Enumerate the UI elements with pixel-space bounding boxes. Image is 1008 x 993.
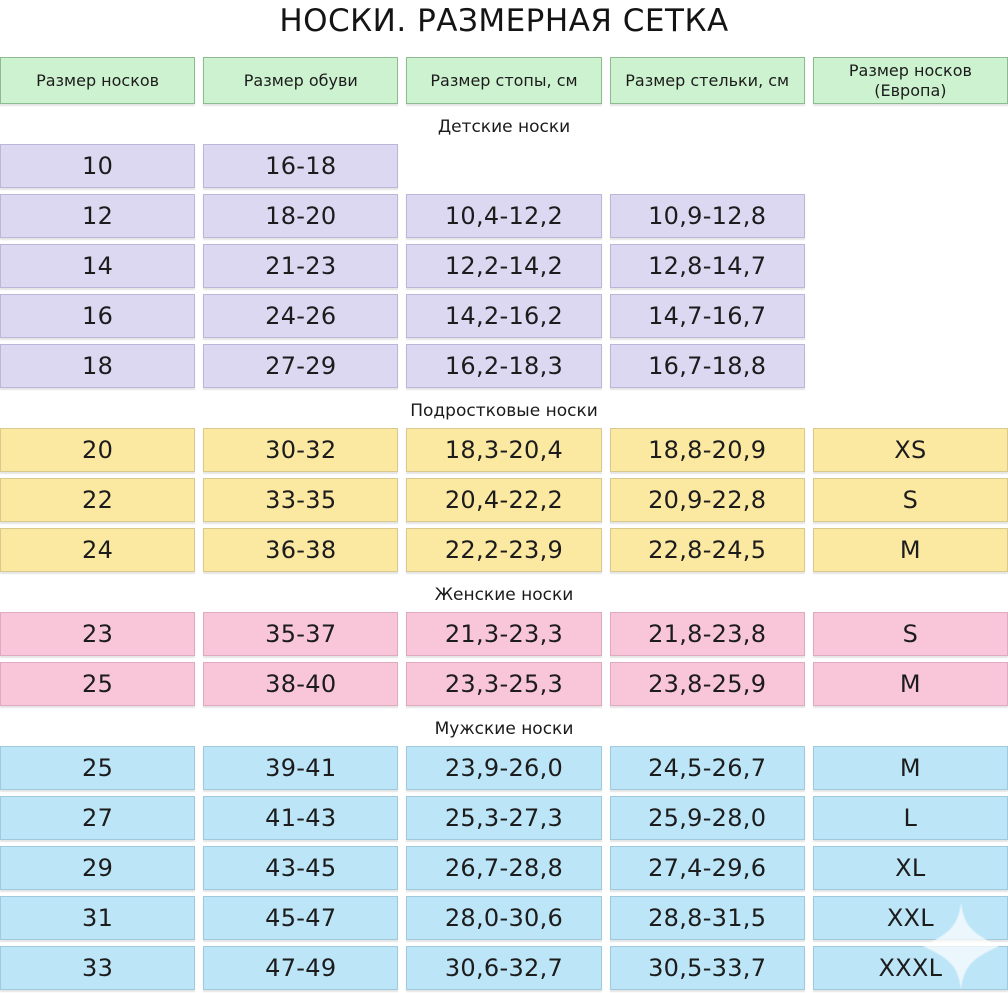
cell-eu-size: S <box>812 612 1008 656</box>
cell-sock-size: 10 <box>0 144 196 188</box>
cell-foot-size <box>406 144 601 188</box>
cell-sock-size: 25 <box>0 746 196 790</box>
cell-foot-size: 23,9-26,0 <box>406 746 602 790</box>
page-title: НОСКИ. РАЗМЕРНАЯ СЕТКА <box>279 3 729 39</box>
cell-eu-size: L <box>812 796 1008 840</box>
cell-eu-size: M <box>812 528 1008 572</box>
section-label-women: Женские носки <box>434 585 574 605</box>
cell-shoe-size: 18-20 <box>203 194 399 238</box>
cell-sock-size: 12 <box>0 194 196 238</box>
cell-eu-size: XXXL <box>812 946 1008 990</box>
cell-eu-size: M <box>812 746 1008 790</box>
cell-insole-size: 22,8-24,5 <box>609 528 805 572</box>
cell-sock-size: 14 <box>0 244 196 288</box>
cell-shoe-size: 27-29 <box>203 344 399 388</box>
cell-foot-size: 10,4-12,2 <box>406 194 602 238</box>
cell-eu-size: XL <box>812 846 1008 890</box>
cell-shoe-size: 36-38 <box>203 528 399 572</box>
cell-insole-size: 23,8-25,9 <box>609 662 805 706</box>
cell-insole-size: 25,9-28,0 <box>609 796 805 840</box>
cell-foot-size: 16,2-18,3 <box>406 344 602 388</box>
section-kids-rows: 10 16-18 12 18-20 10,4-12,2 10,9-12,8 14… <box>0 144 1008 388</box>
cell-shoe-size: 33-35 <box>203 478 399 522</box>
cell-sock-size: 16 <box>0 294 196 338</box>
cell-foot-size: 30,6-32,7 <box>406 946 602 990</box>
cell-insole-size: 20,9-22,8 <box>609 478 805 522</box>
cell-sock-size: 18 <box>0 344 196 388</box>
cell-foot-size: 26,7-28,8 <box>406 846 602 890</box>
cell-shoe-size: 45-47 <box>203 896 399 940</box>
cell-sock-size: 20 <box>0 428 196 472</box>
cell-foot-size: 25,3-27,3 <box>406 796 602 840</box>
cell-eu-size <box>813 244 1008 288</box>
section-label-men: Мужские носки <box>434 719 574 739</box>
cell-foot-size: 21,3-23,3 <box>406 612 602 656</box>
cell-foot-size: 28,0-30,6 <box>406 896 602 940</box>
cell-insole-size: 14,7-16,7 <box>609 294 805 338</box>
cell-shoe-size: 43-45 <box>203 846 399 890</box>
cell-foot-size: 20,4-22,2 <box>406 478 602 522</box>
cell-eu-size: S <box>812 478 1008 522</box>
cell-sock-size: 29 <box>0 846 196 890</box>
cell-eu-size <box>813 294 1008 338</box>
cell-shoe-size: 41-43 <box>203 796 399 840</box>
cell-insole-size: 12,8-14,7 <box>609 244 805 288</box>
cell-shoe-size: 16-18 <box>203 144 399 188</box>
header-foot-size: Размер стопы, см <box>406 57 602 104</box>
header-row: Размер носков Размер обуви Размер стопы,… <box>0 57 1008 104</box>
section-teens-rows: 20 30-32 18,3-20,4 18,8-20,9 XS 22 33-35… <box>0 428 1008 572</box>
cell-eu-size: M <box>812 662 1008 706</box>
cell-foot-size: 12,2-14,2 <box>406 244 602 288</box>
cell-eu-size <box>813 194 1008 238</box>
cell-shoe-size: 35-37 <box>203 612 399 656</box>
cell-insole-size: 24,5-26,7 <box>609 746 805 790</box>
cell-insole-size: 30,5-33,7 <box>609 946 805 990</box>
cell-shoe-size: 24-26 <box>203 294 399 338</box>
cell-insole-size: 27,4-29,6 <box>609 846 805 890</box>
section-label-kids: Детские носки <box>437 117 571 137</box>
section-women-rows: 23 35-37 21,3-23,3 21,8-23,8 S 25 38-40 … <box>0 612 1008 706</box>
header-shoe-size: Размер обуви <box>203 57 399 104</box>
cell-sock-size: 33 <box>0 946 196 990</box>
cell-eu-size <box>813 144 1008 188</box>
header-insole-size: Размер стельки, см <box>609 57 805 104</box>
cell-insole-size: 28,8-31,5 <box>609 896 805 940</box>
cell-insole-size <box>610 144 805 188</box>
cell-eu-size: XS <box>812 428 1008 472</box>
cell-sock-size: 31 <box>0 896 196 940</box>
header-sock-size: Размер носков <box>0 57 196 104</box>
cell-shoe-size: 47-49 <box>203 946 399 990</box>
cell-eu-size: XXL <box>812 896 1008 940</box>
cell-sock-size: 24 <box>0 528 196 572</box>
cell-insole-size: 10,9-12,8 <box>609 194 805 238</box>
header-eu-size: Размер носков (Европа) <box>812 57 1008 104</box>
cell-insole-size: 21,8-23,8 <box>609 612 805 656</box>
cell-shoe-size: 38-40 <box>203 662 399 706</box>
cell-shoe-size: 39-41 <box>203 746 399 790</box>
cell-foot-size: 18,3-20,4 <box>406 428 602 472</box>
section-label-teens: Подростковые носки <box>410 401 598 421</box>
cell-eu-size <box>813 344 1008 388</box>
cell-sock-size: 22 <box>0 478 196 522</box>
cell-foot-size: 23,3-25,3 <box>406 662 602 706</box>
cell-shoe-size: 21-23 <box>203 244 399 288</box>
section-men-rows: 25 39-41 23,9-26,0 24,5-26,7 M 27 41-43 … <box>0 746 1008 990</box>
cell-sock-size: 23 <box>0 612 196 656</box>
cell-sock-size: 25 <box>0 662 196 706</box>
cell-foot-size: 22,2-23,9 <box>406 528 602 572</box>
cell-insole-size: 18,8-20,9 <box>609 428 805 472</box>
cell-shoe-size: 30-32 <box>203 428 399 472</box>
cell-foot-size: 14,2-16,2 <box>406 294 602 338</box>
cell-sock-size: 27 <box>0 796 196 840</box>
cell-insole-size: 16,7-18,8 <box>609 344 805 388</box>
